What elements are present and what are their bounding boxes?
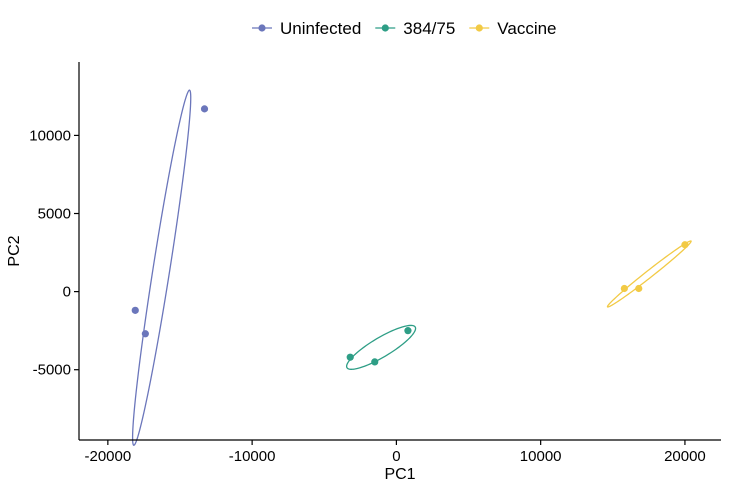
point-uninfected xyxy=(141,330,149,338)
y-tick-label: 0 xyxy=(63,284,71,301)
x-tick-label: 20000 xyxy=(664,448,706,465)
ellipse-384-75 xyxy=(345,324,417,370)
y-tick-label: -5000 xyxy=(33,362,71,379)
x-axis-ticks: -20000 -10000 0 10000 20000 xyxy=(84,440,706,465)
point-384-75 xyxy=(371,358,379,366)
y-tick-label: 5000 xyxy=(38,206,71,223)
point-uninfected xyxy=(131,306,139,314)
ellipse-uninfected xyxy=(131,89,192,446)
legend-label: 384/75 xyxy=(403,19,455,38)
legend-item-uninfected: Uninfected xyxy=(252,19,361,38)
legend-key-point xyxy=(475,24,483,32)
y-axis-title: PC2 xyxy=(6,235,23,266)
x-tick-label: -10000 xyxy=(229,448,276,465)
point-uninfected xyxy=(200,105,209,113)
legend-key-point xyxy=(381,24,389,32)
point-384-75 xyxy=(346,353,354,361)
legend-label: Uninfected xyxy=(280,19,361,38)
x-axis-title: PC1 xyxy=(384,466,415,483)
point-vaccine xyxy=(635,284,643,293)
point-vaccine xyxy=(681,241,689,249)
legend-item-vaccine: Vaccine xyxy=(469,19,557,38)
legend-key-point xyxy=(258,24,266,32)
x-tick-label: -20000 xyxy=(84,448,131,465)
x-tick-label: 0 xyxy=(392,448,400,465)
y-tick-label: 10000 xyxy=(29,127,71,144)
confidence-ellipses xyxy=(131,89,692,446)
x-tick-label: 10000 xyxy=(520,448,562,465)
legend: Uninfected 384/75 Vaccine xyxy=(252,19,557,38)
point-vaccine xyxy=(620,284,628,293)
point-384-75 xyxy=(404,327,412,335)
ellipse-vaccine xyxy=(606,240,692,308)
y-axis-ticks: -5000 0 5000 10000 xyxy=(29,127,79,379)
legend-item-384-75: 384/75 xyxy=(375,19,455,38)
data-points xyxy=(131,105,689,366)
legend-label: Vaccine xyxy=(497,19,556,38)
